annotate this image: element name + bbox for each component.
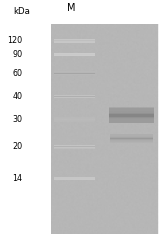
Text: M: M	[67, 3, 76, 13]
Bar	[109, 122, 154, 123]
Text: 30: 30	[12, 115, 22, 124]
Bar	[54, 176, 95, 177]
Text: 40: 40	[12, 92, 22, 101]
Bar	[54, 95, 95, 98]
Bar	[54, 74, 95, 75]
Bar	[109, 107, 154, 109]
Text: 60: 60	[12, 69, 22, 78]
Bar	[110, 137, 153, 138]
Text: kDa: kDa	[13, 7, 30, 16]
Bar	[54, 177, 95, 178]
Bar	[109, 111, 154, 113]
Bar	[54, 71, 95, 72]
Bar	[109, 121, 154, 122]
Bar	[54, 179, 95, 180]
Bar	[109, 110, 154, 111]
Bar	[110, 138, 153, 139]
Bar	[54, 54, 95, 55]
Bar	[109, 113, 154, 114]
Text: 14: 14	[12, 174, 22, 183]
Bar	[54, 146, 95, 147]
Bar	[109, 118, 154, 119]
Bar	[54, 39, 95, 43]
Bar	[110, 135, 153, 136]
Bar	[110, 142, 153, 143]
Bar	[54, 178, 95, 179]
Bar	[110, 136, 153, 137]
Text: 120: 120	[7, 36, 22, 45]
Bar	[54, 118, 95, 119]
Text: 90: 90	[12, 50, 22, 59]
Bar	[109, 114, 154, 115]
Bar	[54, 97, 95, 98]
Bar	[54, 53, 95, 56]
Bar	[54, 39, 95, 40]
Bar	[109, 115, 154, 117]
Bar	[54, 117, 95, 118]
Bar	[110, 134, 153, 142]
Bar	[54, 147, 95, 148]
Bar	[110, 140, 153, 141]
Bar	[54, 72, 95, 73]
Bar	[54, 118, 95, 121]
Bar	[54, 41, 95, 42]
Bar	[110, 141, 153, 142]
Bar	[54, 96, 95, 97]
Bar	[51, 24, 158, 234]
Bar	[54, 95, 95, 96]
Bar	[109, 108, 154, 123]
Bar	[54, 55, 95, 56]
Bar	[109, 109, 154, 110]
Bar	[110, 134, 153, 135]
Bar	[54, 53, 95, 54]
Text: 20: 20	[12, 142, 22, 151]
Bar	[54, 177, 95, 180]
Bar	[110, 139, 153, 140]
Bar	[54, 72, 95, 75]
Bar	[109, 119, 154, 120]
Bar	[54, 145, 95, 146]
Bar	[54, 145, 95, 148]
Bar	[54, 40, 95, 41]
Bar	[54, 42, 95, 43]
Bar	[109, 117, 154, 118]
Bar	[54, 119, 95, 120]
Bar	[54, 120, 95, 121]
